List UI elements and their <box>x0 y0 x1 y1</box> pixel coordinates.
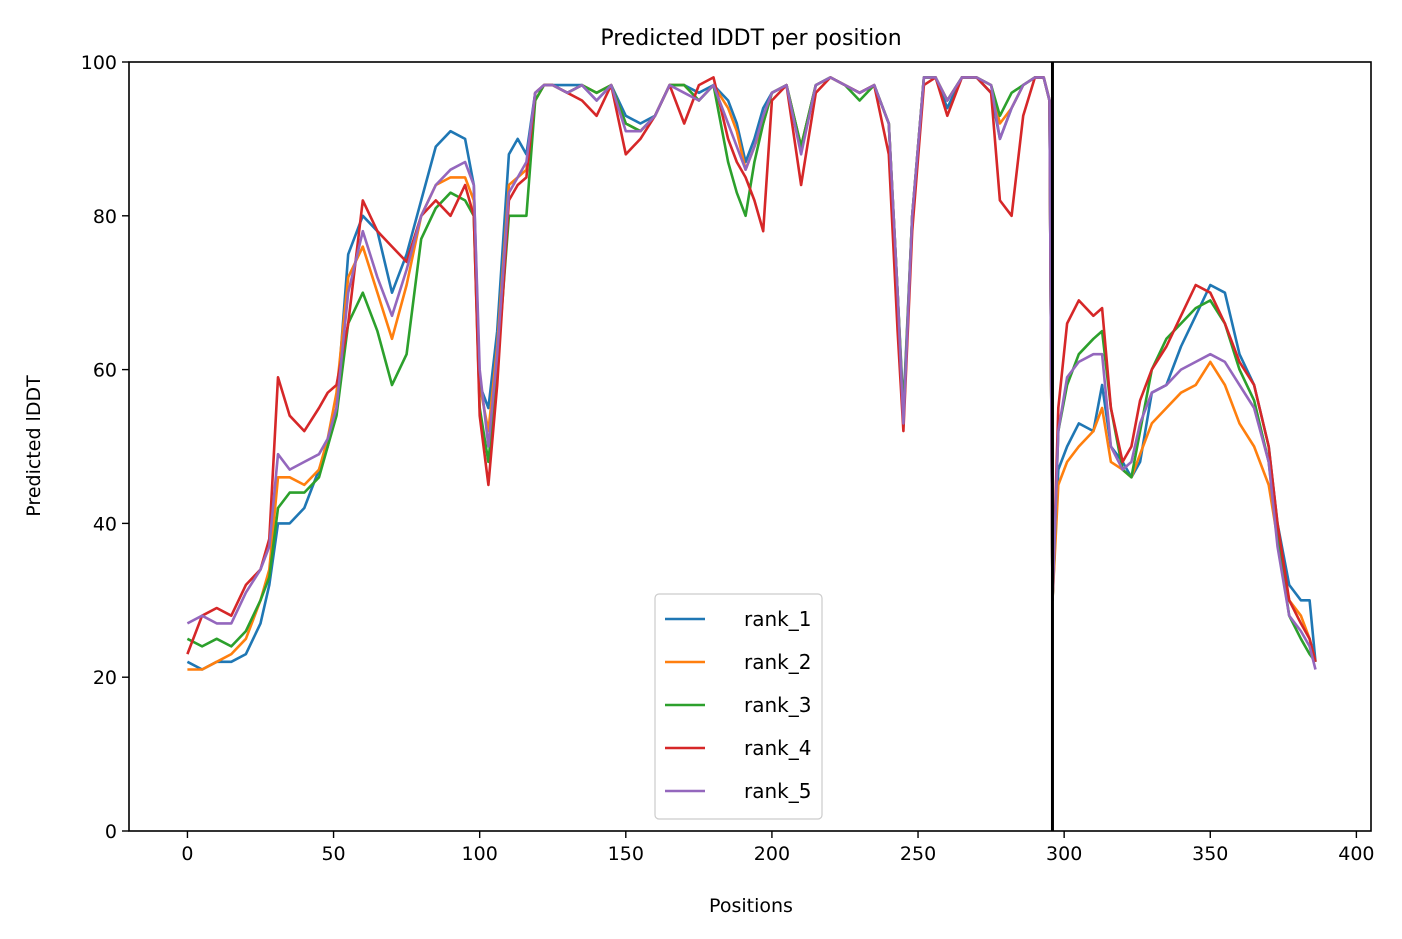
y-axis: 0 20 40 60 80 100 <box>81 52 129 843</box>
legend-label-rank_5: rank_5 <box>744 779 811 803</box>
x-axis: 0 50 100 150 200 250 300 350 400 <box>181 831 1375 865</box>
series-layer <box>186 76 1317 671</box>
series-line-rank_1 <box>186 76 1317 671</box>
x-tick-label: 400 <box>1338 843 1374 865</box>
x-tick-label: 200 <box>754 843 790 865</box>
legend: rank_1 rank_2 rank_3 rank_4 rank_5 <box>654 593 823 820</box>
y-tick-label: 80 <box>93 206 117 228</box>
chart-title: Predicted lDDT per position <box>600 26 901 51</box>
legend-box <box>654 593 823 820</box>
x-tick-label: 350 <box>1192 843 1228 865</box>
plot-area <box>128 61 1372 832</box>
series-line-rank_3 <box>186 76 1317 663</box>
y-tick-label: 60 <box>93 360 117 382</box>
x-tick-label: 100 <box>462 843 498 865</box>
y-tick-label: 100 <box>81 52 117 74</box>
y-tick-label: 0 <box>105 821 117 843</box>
legend-label-rank_3: rank_3 <box>744 693 811 717</box>
x-tick-label: 50 <box>321 843 345 865</box>
series-line-rank_5 <box>186 76 1317 670</box>
y-tick-label: 40 <box>93 513 117 535</box>
legend-label-rank_4: rank_4 <box>744 736 811 760</box>
y-tick-label: 20 <box>93 667 117 689</box>
x-axis-label: Positions <box>709 895 793 917</box>
x-tick-label: 300 <box>1046 843 1082 865</box>
legend-label-rank_1: rank_1 <box>744 607 811 631</box>
x-tick-label: 0 <box>181 843 193 865</box>
x-tick-label: 250 <box>900 843 936 865</box>
y-axis-label: Predicted lDDT <box>23 375 45 517</box>
x-tick-label: 150 <box>608 843 644 865</box>
series-line-rank_4 <box>186 76 1317 663</box>
plot-frame <box>128 61 1372 832</box>
legend-label-rank_2: rank_2 <box>744 650 811 674</box>
